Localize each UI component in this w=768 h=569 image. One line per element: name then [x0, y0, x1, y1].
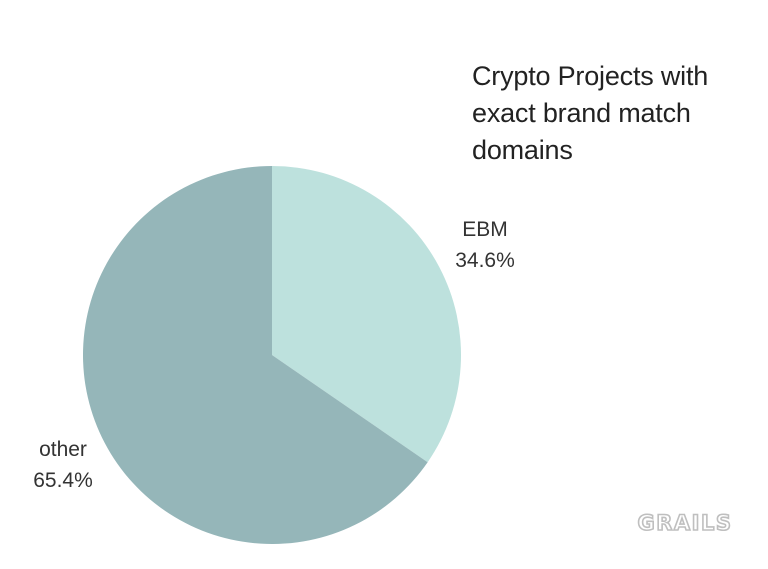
- slice-label-ebm-value: 34.6%: [455, 249, 515, 272]
- slice-label-ebm: EBM 34.6%: [440, 214, 530, 276]
- grails-logo-text: GRAILS: [638, 511, 733, 534]
- slice-label-other-name: other: [39, 438, 87, 461]
- pie-slice-other: [82, 166, 428, 544]
- grails-logo: GRAILS: [637, 510, 733, 534]
- chart-title: Crypto Projects with exact brand match d…: [472, 58, 752, 169]
- slice-label-ebm-name: EBM: [462, 218, 508, 241]
- slice-label-other-value: 65.4%: [33, 469, 93, 492]
- pie-slice-ebm: [272, 166, 461, 463]
- chart-title-line-3: domains: [472, 135, 573, 165]
- chart-title-line-2: exact brand match: [472, 98, 691, 128]
- chart-title-line-1: Crypto Projects with: [472, 61, 709, 91]
- slice-label-other: other 65.4%: [18, 434, 108, 496]
